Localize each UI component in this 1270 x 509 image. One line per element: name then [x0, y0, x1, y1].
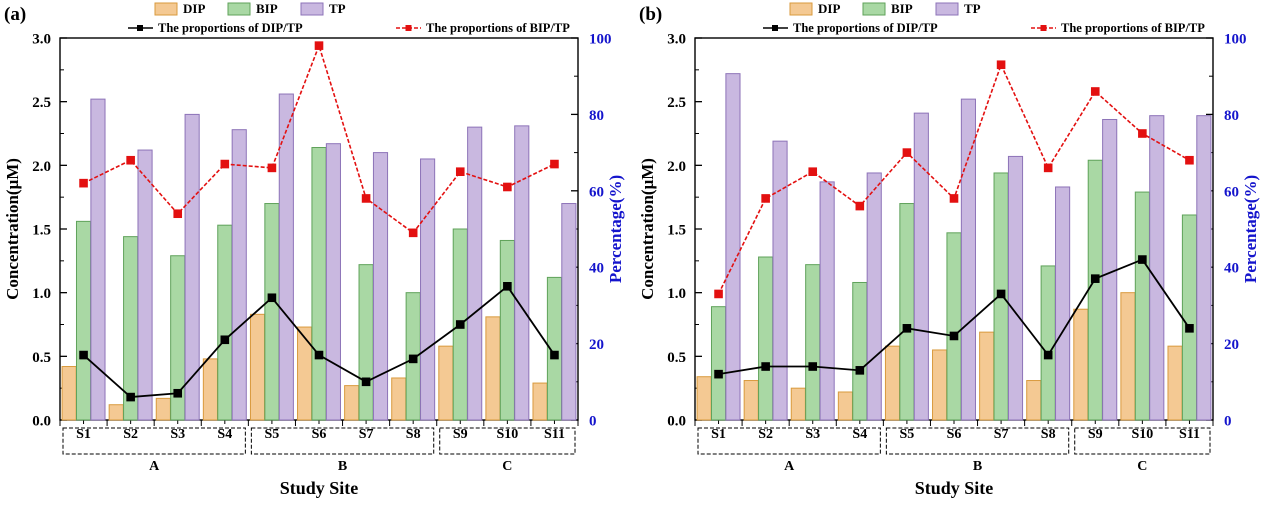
svg-text:DIP: DIP: [818, 1, 840, 16]
svg-text:TP: TP: [329, 1, 346, 16]
svg-text:S6: S6: [312, 427, 327, 442]
svg-text:S3: S3: [170, 427, 185, 442]
svg-text:S6: S6: [947, 427, 962, 442]
svg-text:S11: S11: [544, 427, 565, 442]
svg-text:(a): (a): [4, 4, 26, 25]
svg-text:100: 100: [1224, 32, 1247, 48]
svg-text:Percentage(%): Percentage(%): [606, 175, 625, 283]
svg-text:0.5: 0.5: [32, 350, 51, 366]
svg-text:The proportions of BIP/TP: The proportions of BIP/TP: [426, 21, 570, 35]
svg-text:S1: S1: [711, 427, 726, 442]
svg-text:S10: S10: [496, 427, 518, 442]
svg-text:S3: S3: [805, 427, 820, 442]
svg-text:2.0: 2.0: [667, 159, 686, 175]
svg-text:3.0: 3.0: [667, 32, 686, 48]
svg-text:The proportions of DIP/TP: The proportions of DIP/TP: [158, 21, 303, 35]
svg-text:60: 60: [589, 184, 604, 200]
svg-text:S7: S7: [994, 427, 1009, 442]
svg-text:S8: S8: [406, 427, 421, 442]
svg-text:40: 40: [1224, 261, 1239, 277]
svg-text:Study Site: Study Site: [915, 478, 994, 498]
svg-text:60: 60: [1224, 184, 1239, 200]
svg-text:20: 20: [589, 337, 604, 353]
svg-text:Study Site: Study Site: [280, 478, 359, 498]
svg-text:80: 80: [1224, 108, 1239, 124]
svg-text:0: 0: [1224, 414, 1232, 430]
svg-text:2.0: 2.0: [32, 159, 51, 175]
svg-text:S7: S7: [359, 427, 374, 442]
svg-text:S9: S9: [1088, 427, 1103, 442]
svg-text:A: A: [149, 459, 160, 474]
svg-text:S2: S2: [123, 427, 138, 442]
svg-text:B: B: [338, 459, 347, 474]
svg-text:40: 40: [589, 261, 604, 277]
svg-text:BIP: BIP: [891, 1, 913, 16]
svg-text:S10: S10: [1131, 427, 1153, 442]
svg-text:S9: S9: [453, 427, 468, 442]
svg-text:S5: S5: [265, 427, 280, 442]
svg-text:1.0: 1.0: [32, 286, 51, 302]
svg-text:DIP: DIP: [183, 1, 205, 16]
svg-text:S4: S4: [852, 427, 867, 442]
svg-text:3.0: 3.0: [32, 32, 51, 48]
svg-text:1.5: 1.5: [32, 223, 51, 239]
svg-text:20: 20: [1224, 337, 1239, 353]
svg-text:1.5: 1.5: [667, 223, 686, 239]
svg-text:S4: S4: [217, 427, 232, 442]
svg-text:0.0: 0.0: [667, 414, 686, 430]
svg-text:TP: TP: [964, 1, 981, 16]
svg-text:S2: S2: [758, 427, 773, 442]
svg-text:B: B: [973, 459, 982, 474]
svg-text:(b): (b): [639, 4, 662, 25]
svg-text:100: 100: [589, 32, 612, 48]
svg-text:1.0: 1.0: [667, 286, 686, 302]
svg-text:2.5: 2.5: [667, 95, 686, 111]
svg-text:S5: S5: [900, 427, 915, 442]
svg-text:C: C: [1137, 459, 1147, 474]
svg-text:S1: S1: [76, 427, 91, 442]
svg-text:C: C: [502, 459, 512, 474]
svg-text:S11: S11: [1179, 427, 1200, 442]
svg-text:0: 0: [589, 414, 597, 430]
svg-text:0.5: 0.5: [667, 350, 686, 366]
svg-text:The proportions of DIP/TP: The proportions of DIP/TP: [793, 21, 938, 35]
svg-text:2.5: 2.5: [32, 95, 51, 111]
svg-text:The proportions of BIP/TP: The proportions of BIP/TP: [1061, 21, 1205, 35]
svg-text:80: 80: [589, 108, 604, 124]
svg-text:A: A: [784, 459, 795, 474]
svg-text:Percentage(%): Percentage(%): [1241, 175, 1260, 283]
svg-text:BIP: BIP: [256, 1, 278, 16]
svg-text:Concentration(μM): Concentration(μM): [638, 158, 657, 300]
svg-text:Concentration(μM): Concentration(μM): [3, 158, 22, 300]
svg-text:S8: S8: [1041, 427, 1056, 442]
svg-text:0.0: 0.0: [32, 414, 51, 430]
